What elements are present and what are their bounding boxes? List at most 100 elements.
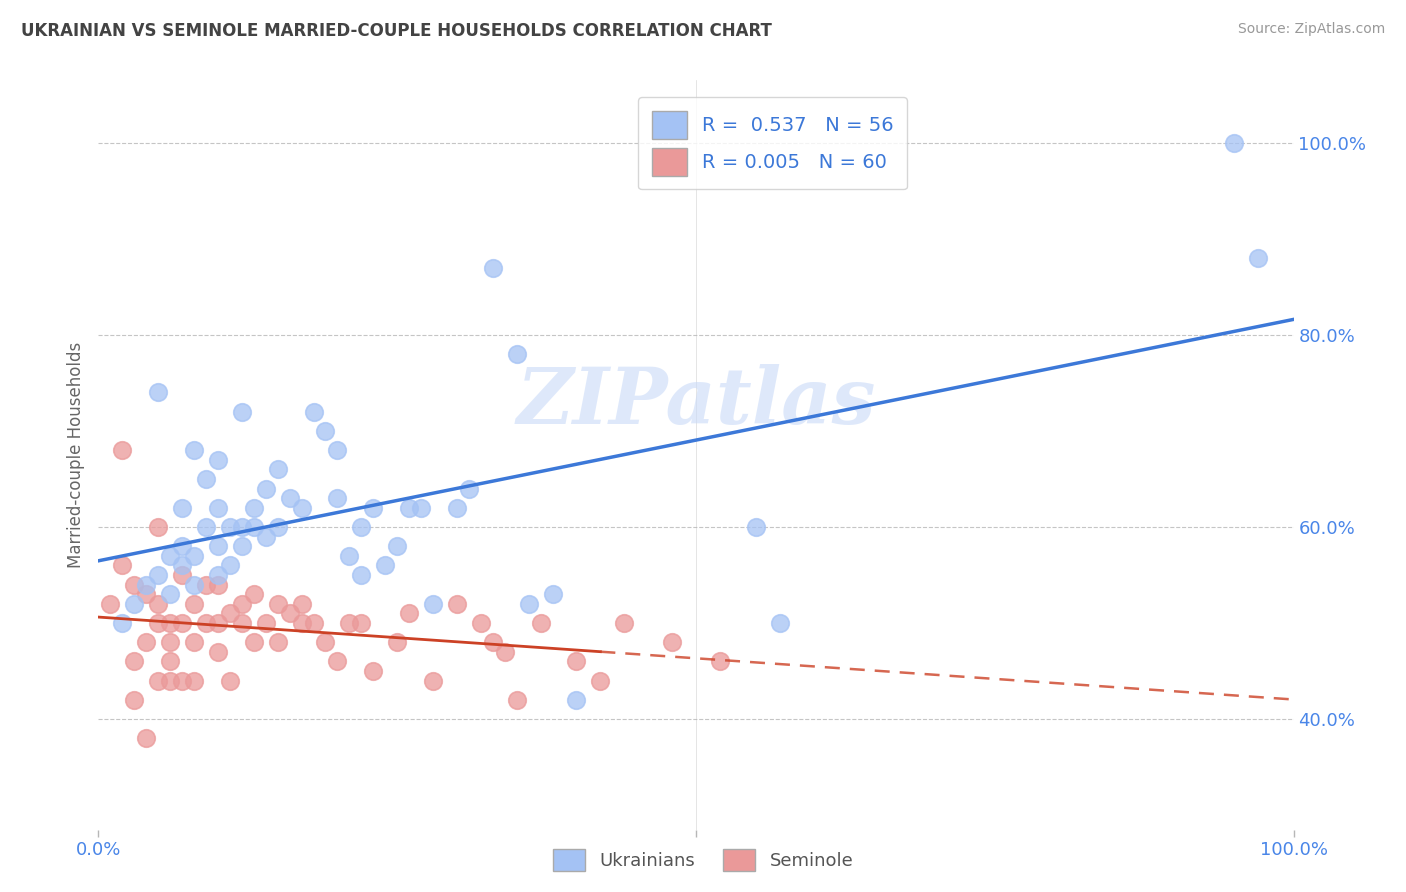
Point bbox=[589, 673, 612, 688]
Point bbox=[207, 615, 229, 630]
Point bbox=[135, 731, 157, 746]
Point bbox=[159, 549, 181, 563]
Point bbox=[291, 615, 314, 630]
Point bbox=[231, 615, 253, 630]
Point bbox=[124, 693, 146, 707]
Point bbox=[159, 587, 181, 601]
Point bbox=[350, 520, 373, 534]
Text: Source: ZipAtlas.com: Source: ZipAtlas.com bbox=[1237, 22, 1385, 37]
Point bbox=[326, 443, 349, 458]
Point bbox=[207, 539, 229, 553]
Point bbox=[446, 597, 468, 611]
Point bbox=[135, 587, 157, 601]
Point bbox=[111, 558, 134, 573]
Point bbox=[243, 587, 266, 601]
Point bbox=[339, 615, 361, 630]
Point bbox=[398, 607, 420, 621]
Point bbox=[195, 520, 218, 534]
Point bbox=[148, 520, 170, 534]
Point bbox=[302, 405, 325, 419]
Point bbox=[768, 615, 790, 630]
Point bbox=[183, 443, 205, 458]
Point bbox=[267, 597, 290, 611]
Point bbox=[1247, 251, 1270, 265]
Point bbox=[124, 597, 146, 611]
Point bbox=[291, 500, 314, 515]
Point bbox=[267, 462, 290, 476]
Point bbox=[481, 635, 505, 649]
Point bbox=[363, 500, 385, 515]
Point bbox=[207, 452, 229, 467]
Point bbox=[183, 673, 205, 688]
Point bbox=[159, 635, 181, 649]
Point bbox=[148, 385, 170, 400]
Point bbox=[172, 673, 194, 688]
Point bbox=[183, 597, 205, 611]
Point bbox=[159, 655, 181, 669]
Point bbox=[207, 645, 229, 659]
Point bbox=[302, 615, 325, 630]
Point bbox=[243, 635, 266, 649]
Legend: R =  0.537   N = 56, R = 0.005   N = 60: R = 0.537 N = 56, R = 0.005 N = 60 bbox=[638, 97, 907, 189]
Point bbox=[517, 597, 540, 611]
Point bbox=[148, 673, 170, 688]
Point bbox=[98, 597, 122, 611]
Point bbox=[111, 615, 134, 630]
Point bbox=[135, 635, 157, 649]
Point bbox=[267, 635, 290, 649]
Point bbox=[506, 693, 529, 707]
Text: ZIPatlas: ZIPatlas bbox=[516, 364, 876, 441]
Point bbox=[385, 635, 409, 649]
Point bbox=[195, 577, 218, 591]
Point bbox=[470, 615, 492, 630]
Point bbox=[481, 260, 505, 275]
Point bbox=[243, 520, 266, 534]
Point bbox=[350, 568, 373, 582]
Point bbox=[411, 500, 433, 515]
Point bbox=[350, 615, 373, 630]
Point bbox=[219, 673, 242, 688]
Point bbox=[124, 577, 146, 591]
Point bbox=[183, 635, 205, 649]
Point bbox=[148, 568, 170, 582]
Point bbox=[183, 577, 205, 591]
Point bbox=[422, 597, 444, 611]
Point bbox=[339, 549, 361, 563]
Point bbox=[219, 558, 242, 573]
Point bbox=[207, 577, 229, 591]
Point bbox=[195, 615, 218, 630]
Point bbox=[231, 539, 253, 553]
Point bbox=[254, 482, 277, 496]
Legend: Ukrainians, Seminole: Ukrainians, Seminole bbox=[546, 842, 860, 879]
Point bbox=[231, 597, 253, 611]
Point bbox=[124, 655, 146, 669]
Point bbox=[207, 568, 229, 582]
Point bbox=[254, 615, 277, 630]
Point bbox=[709, 655, 731, 669]
Point bbox=[278, 607, 301, 621]
Point bbox=[422, 673, 444, 688]
Point bbox=[291, 597, 314, 611]
Point bbox=[148, 597, 170, 611]
Point bbox=[159, 673, 181, 688]
Point bbox=[541, 587, 564, 601]
Point bbox=[243, 500, 266, 515]
Point bbox=[398, 500, 420, 515]
Y-axis label: Married-couple Households: Married-couple Households bbox=[66, 342, 84, 568]
Point bbox=[530, 615, 553, 630]
Point bbox=[506, 347, 529, 361]
Point bbox=[326, 491, 349, 505]
Point bbox=[326, 655, 349, 669]
Point bbox=[565, 655, 588, 669]
Point bbox=[565, 693, 588, 707]
Point bbox=[385, 539, 409, 553]
Point bbox=[458, 482, 481, 496]
Point bbox=[315, 424, 337, 438]
Point bbox=[135, 577, 157, 591]
Point bbox=[315, 635, 337, 649]
Point bbox=[446, 500, 468, 515]
Point bbox=[172, 615, 194, 630]
Point bbox=[172, 558, 194, 573]
Point bbox=[195, 472, 218, 486]
Point bbox=[613, 615, 636, 630]
